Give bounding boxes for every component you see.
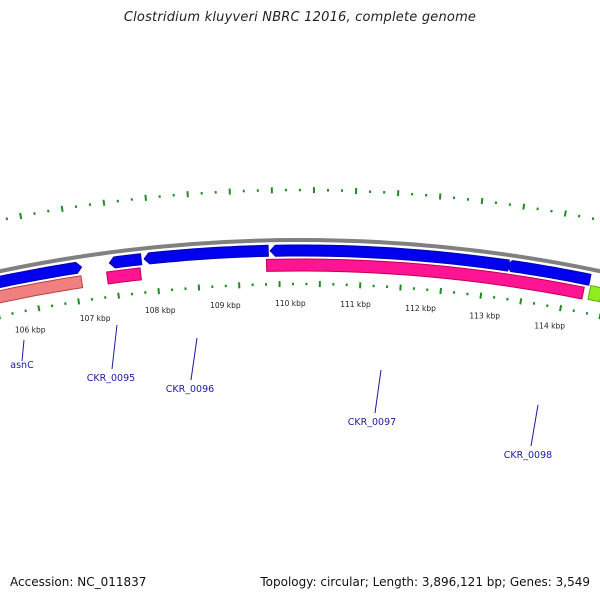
gc-tick [5,217,9,221]
scale-tick-label: 114 kbp [534,322,565,331]
scale-tick-label: 106 kbp [15,325,46,334]
gc-tick [186,191,189,198]
gc-tick [11,312,14,315]
map-title: Clostridium kluyveri NBRC 12016, complet… [123,10,477,25]
cds-asnC[interactable] [0,261,83,289]
gc-tick [117,292,120,299]
gc-tick [102,199,106,206]
gc-tick [19,212,23,220]
gene-label-asnC[interactable]: asnC [10,360,34,371]
gc-tick [37,305,41,312]
gc-skew-inner-track [0,281,600,320]
scale-tick-label: 110 kbp [275,299,306,308]
gene-label-leader [21,339,25,362]
gc-tick [24,309,27,313]
cds-CKR_0097[interactable] [269,244,510,272]
scale-tick-label: 111 kbp [340,300,371,309]
gene-label-CKR_0097[interactable]: CKR_0097 [348,417,396,428]
scale-tick-label: 109 kbp [210,301,241,310]
gc-tick [591,217,595,221]
accession-text: Accession: NC_011837 [10,575,147,589]
feature-bar-CKR_0095[interactable] [106,267,142,285]
gc-tick [479,292,483,299]
gc-tick [572,309,575,313]
gc-tick [144,194,147,201]
gene-label-leader [111,324,118,370]
gene-label-leader [374,369,382,414]
gc-tick [522,203,526,210]
gene-label-CKR_0096[interactable]: CKR_0096 [166,384,214,395]
gc-tick [559,305,563,312]
gene-label-CKR_0095[interactable]: CKR_0095 [87,373,135,384]
scale-tick-label: 107 kbp [80,314,111,323]
scale-tick-label: 112 kbp [405,304,436,313]
gc-tick [60,205,64,212]
cds-CKR_0096[interactable] [143,244,269,265]
next-feature-partial[interactable] [587,285,600,303]
genome-backbone [0,238,600,274]
genome-summary-text: Topology: circular; Length: 3,896,121 bp… [260,575,590,589]
gc-tick [577,214,581,218]
gene-label-CKR_0098[interactable]: CKR_0098 [504,450,552,461]
feature-bar-left[interactable] [0,275,84,304]
gc-tick [480,197,484,205]
gc-tick [157,288,160,295]
gc-tick [439,287,442,295]
gc-skew-outer-track [5,187,595,221]
gc-tick [438,193,442,200]
scale-tick-label: 108 kbp [145,306,176,315]
scale-tick-label: 113 kbp [469,311,500,320]
gc-tick [585,311,589,315]
cds-CKR_0098[interactable] [505,260,592,286]
gc-tick [563,210,567,217]
gene-label-leader [530,404,539,447]
cds-CKR_0095[interactable] [108,253,143,269]
gc-tick [77,298,81,305]
gc-tick [519,298,523,305]
gene-label-leader [190,337,198,381]
feature-bar-CKR_0097-0098[interactable] [265,258,585,300]
